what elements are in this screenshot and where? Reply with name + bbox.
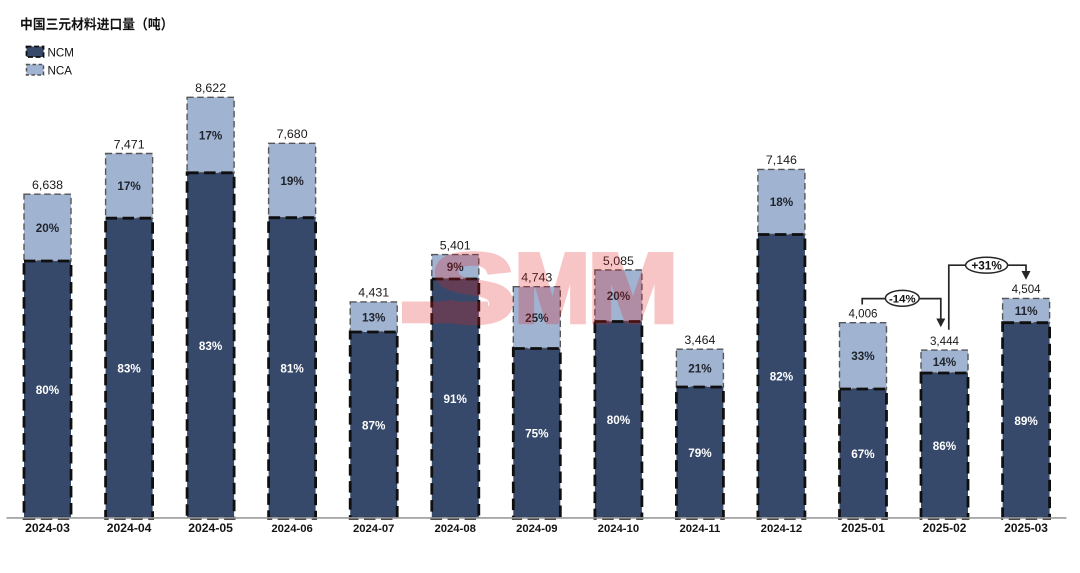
svg-text:2024-11: 2024-11 (679, 523, 720, 535)
svg-text:9%: 9% (447, 261, 465, 274)
svg-text:M: M (588, 233, 679, 343)
svg-text:NCM: NCM (48, 47, 74, 60)
svg-text:20%: 20% (607, 290, 631, 303)
svg-text:18%: 18% (770, 196, 794, 209)
svg-text:21%: 21% (688, 362, 712, 375)
svg-text:3,444: 3,444 (930, 335, 960, 348)
svg-text:2024-04: 2024-04 (107, 521, 152, 535)
svg-text:19%: 19% (280, 175, 304, 188)
svg-text:67%: 67% (851, 448, 875, 461)
svg-text:7,680: 7,680 (277, 127, 308, 141)
svg-text:14%: 14% (933, 356, 957, 369)
svg-text:S: S (430, 233, 515, 343)
svg-text:17%: 17% (199, 129, 223, 142)
svg-text:NCA: NCA (48, 65, 73, 78)
svg-text:M: M (515, 233, 590, 343)
svg-text:3,464: 3,464 (684, 333, 715, 347)
svg-text:86%: 86% (933, 440, 957, 453)
svg-text:4,743: 4,743 (521, 271, 552, 285)
svg-text:87%: 87% (362, 419, 386, 432)
svg-text:80%: 80% (36, 384, 60, 397)
svg-text:91%: 91% (443, 393, 467, 406)
svg-text:6,638: 6,638 (32, 178, 63, 192)
svg-text:11%: 11% (1015, 305, 1038, 318)
svg-text:2024-06: 2024-06 (271, 523, 312, 535)
svg-text:4,431: 4,431 (358, 286, 389, 300)
svg-text:-14%: -14% (889, 294, 916, 306)
svg-text:89%: 89% (1014, 415, 1038, 428)
svg-text:2024-03: 2024-03 (25, 521, 70, 535)
svg-text:13%: 13% (362, 311, 386, 324)
svg-text:2024-09: 2024-09 (516, 523, 557, 535)
svg-text:83%: 83% (199, 340, 223, 353)
svg-text:5,085: 5,085 (603, 254, 634, 268)
svg-text:2025-02: 2025-02 (923, 521, 967, 535)
svg-text:17%: 17% (117, 180, 141, 193)
svg-text:8,622: 8,622 (195, 81, 226, 95)
svg-text:5,401: 5,401 (440, 238, 471, 252)
svg-text:2025-01: 2025-01 (841, 521, 885, 535)
svg-text:7,146: 7,146 (766, 153, 797, 167)
svg-text:2024-08: 2024-08 (434, 523, 475, 535)
svg-text:2024-12: 2024-12 (761, 523, 802, 535)
svg-text:2025-03: 2025-03 (1004, 521, 1048, 535)
svg-text:81%: 81% (280, 362, 304, 375)
svg-text:2024-05: 2024-05 (188, 521, 233, 535)
svg-text:82%: 82% (770, 371, 794, 384)
svg-text:+31%: +31% (971, 258, 1002, 272)
svg-text:33%: 33% (851, 350, 875, 363)
svg-text:83%: 83% (117, 363, 141, 376)
svg-text:4,006: 4,006 (848, 308, 877, 321)
svg-text:7,471: 7,471 (114, 137, 145, 151)
svg-text:80%: 80% (607, 414, 631, 427)
svg-text:25%: 25% (525, 312, 549, 325)
svg-text:20%: 20% (36, 222, 60, 235)
svg-text:79%: 79% (688, 447, 712, 460)
svg-text:2024-07: 2024-07 (353, 523, 394, 535)
svg-text:75%: 75% (525, 428, 549, 441)
svg-text:4,504: 4,504 (1012, 283, 1042, 296)
svg-text:2024-10: 2024-10 (598, 523, 639, 535)
